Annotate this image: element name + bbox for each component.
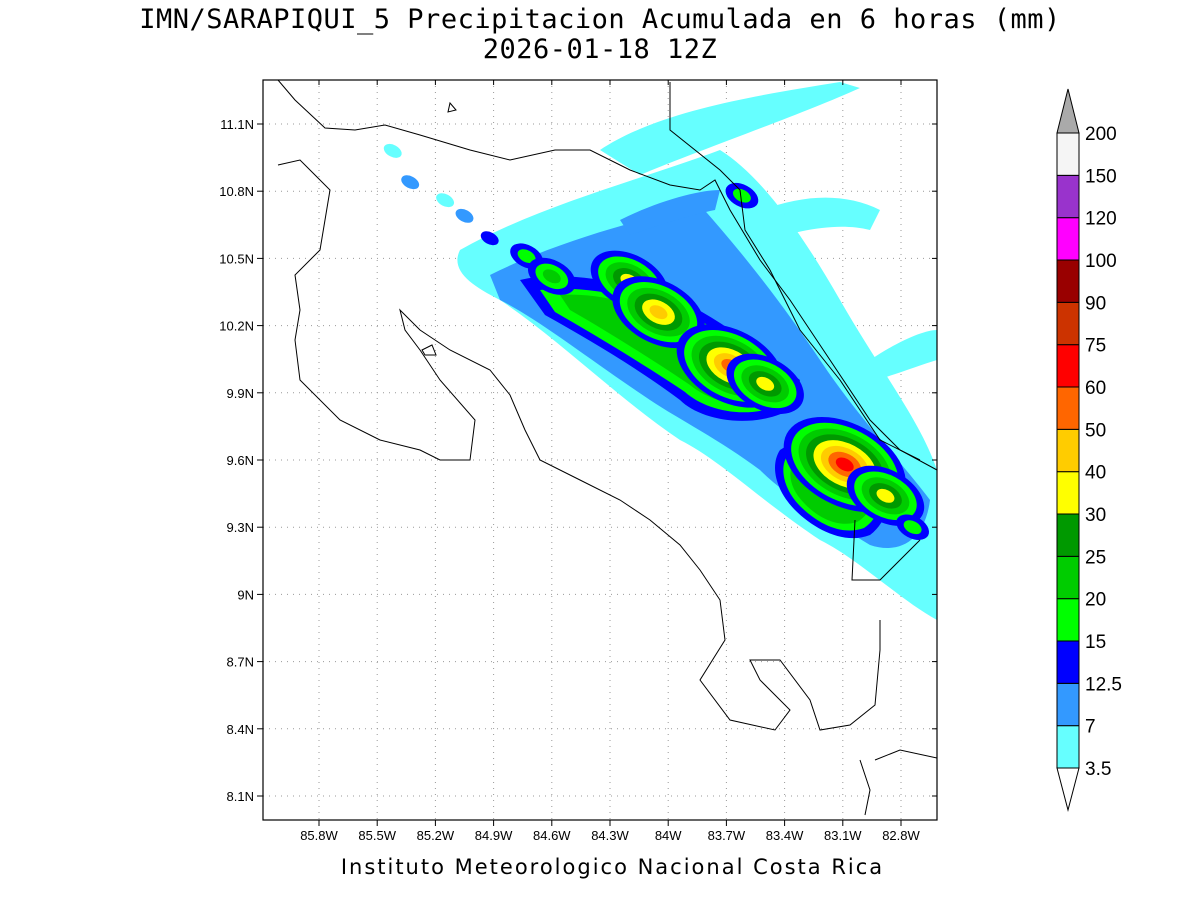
chart-date: 2026-01-18 12Z xyxy=(482,34,718,65)
y-tick-label: 9.6N xyxy=(227,453,254,468)
y-tick-label: 10.2N xyxy=(219,319,254,334)
y-axis-ticks: 11.1N 10.8N 10.5N 10.2N 9.9N 9.6N 9.3N 9N 8.7N 8.… xyxy=(219,117,937,804)
colorbar: 3.5 7 12.5 15 20 25 30 40 50 60 75 90 100 120 150 200 xyxy=(1056,88,1122,812)
colorbar-segment xyxy=(1056,682,1080,727)
y-tick-label: 8.1N xyxy=(227,789,254,804)
x-tick-label: 84W xyxy=(655,828,682,843)
colorbar-label: 3.5 xyxy=(1085,759,1111,780)
precip-contour xyxy=(732,188,751,203)
coastline-borders xyxy=(277,80,937,816)
precip-contour xyxy=(756,376,775,391)
panama-coast xyxy=(874,749,937,761)
precip-contour xyxy=(436,193,455,208)
colorbar-segment xyxy=(1056,725,1080,769)
precip-contour xyxy=(876,488,895,503)
colorbar-label: 20 xyxy=(1085,590,1106,611)
colorbar-label: 50 xyxy=(1085,420,1106,441)
colorbar-label: 200 xyxy=(1085,124,1117,145)
colorbar-label: 60 xyxy=(1085,378,1106,399)
colorbar-segment xyxy=(1056,386,1080,430)
x-axis-ticks: 85.8W 85.5W 85.2W 84.9W 84.6W 84.3W 84W 83.7W 83… xyxy=(300,80,921,843)
colorbar-label: 40 xyxy=(1085,463,1106,484)
precip-contour xyxy=(455,208,474,223)
colorbar-segment xyxy=(1056,640,1080,684)
precipitation-field xyxy=(383,82,937,620)
island xyxy=(421,344,437,356)
colorbar-segment xyxy=(1056,217,1080,261)
colorbar-segment xyxy=(1056,132,1080,176)
precip-cores xyxy=(383,143,930,540)
precip-contour xyxy=(542,269,561,284)
burica-peninsula xyxy=(859,759,871,816)
x-tick-label: 82.8W xyxy=(882,828,920,843)
footer-credit: Instituto Meteorologico Nacional Costa R… xyxy=(340,855,885,879)
y-tick-label: 9N xyxy=(237,587,254,602)
colorbar-segment xyxy=(1056,428,1080,473)
x-tick-label: 84.3W xyxy=(591,828,629,843)
caribbean-coast xyxy=(277,80,937,471)
y-tick-label: 8.4N xyxy=(227,722,254,737)
x-tick-label: 83.1W xyxy=(824,828,862,843)
x-tick-label: 84.9W xyxy=(475,828,513,843)
colorbar-label: 30 xyxy=(1085,505,1106,526)
colorbar-segment xyxy=(1056,555,1080,600)
precip-contour xyxy=(517,249,536,264)
y-tick-label: 10.8N xyxy=(219,184,254,199)
x-tick-label: 85.5W xyxy=(358,828,396,843)
x-tick-label: 83.4W xyxy=(766,828,804,843)
y-tick-label: 10.5N xyxy=(219,251,254,266)
island-nicaragua xyxy=(447,101,457,113)
y-tick-label: 8.7N xyxy=(227,655,254,670)
colorbar-label: 12.5 xyxy=(1085,674,1122,695)
colorbar-segment xyxy=(1056,513,1080,557)
colorbar-label: 25 xyxy=(1085,547,1106,568)
colorbar-under-arrow xyxy=(1056,767,1080,812)
colorbar-segment xyxy=(1056,259,1080,303)
precip-contour xyxy=(401,175,420,190)
precip-contour xyxy=(480,231,499,246)
precip-contour xyxy=(903,520,922,535)
colorbar-label: 15 xyxy=(1085,632,1106,653)
colorbar-label: 100 xyxy=(1085,251,1117,272)
map-frame xyxy=(262,79,938,821)
y-tick-label: 9.3N xyxy=(227,520,254,535)
precip-contour xyxy=(649,305,668,320)
x-tick-label: 83.7W xyxy=(708,828,746,843)
precip-contour xyxy=(383,143,402,158)
colorbar-segment xyxy=(1056,598,1080,642)
colorbar-label: 7 xyxy=(1085,717,1096,738)
colorbar-segment xyxy=(1056,301,1080,346)
colorbar-label: 90 xyxy=(1085,293,1106,314)
colorbar-segment xyxy=(1056,344,1080,388)
pacific-coast xyxy=(277,159,881,731)
colorbar-over-arrow xyxy=(1056,88,1080,134)
panama-border xyxy=(851,519,921,581)
colorbar-segment xyxy=(1056,471,1080,515)
chart-title: IMN/SARAPIQUI_5 Precipitacion Acumulada … xyxy=(139,4,1061,35)
colorbar-label: 75 xyxy=(1085,336,1106,357)
y-tick-label: 9.9N xyxy=(227,386,254,401)
x-tick-label: 84.6W xyxy=(533,828,571,843)
colorbar-label: 150 xyxy=(1085,166,1117,187)
x-tick-label: 85.2W xyxy=(417,828,455,843)
y-tick-label: 11.1N xyxy=(220,117,254,132)
precip-contour xyxy=(835,457,854,472)
x-tick-label: 85.8W xyxy=(300,828,338,843)
colorbar-label: 120 xyxy=(1085,209,1117,230)
nicaragua-border xyxy=(669,82,921,461)
colorbar-segment xyxy=(1056,174,1080,219)
